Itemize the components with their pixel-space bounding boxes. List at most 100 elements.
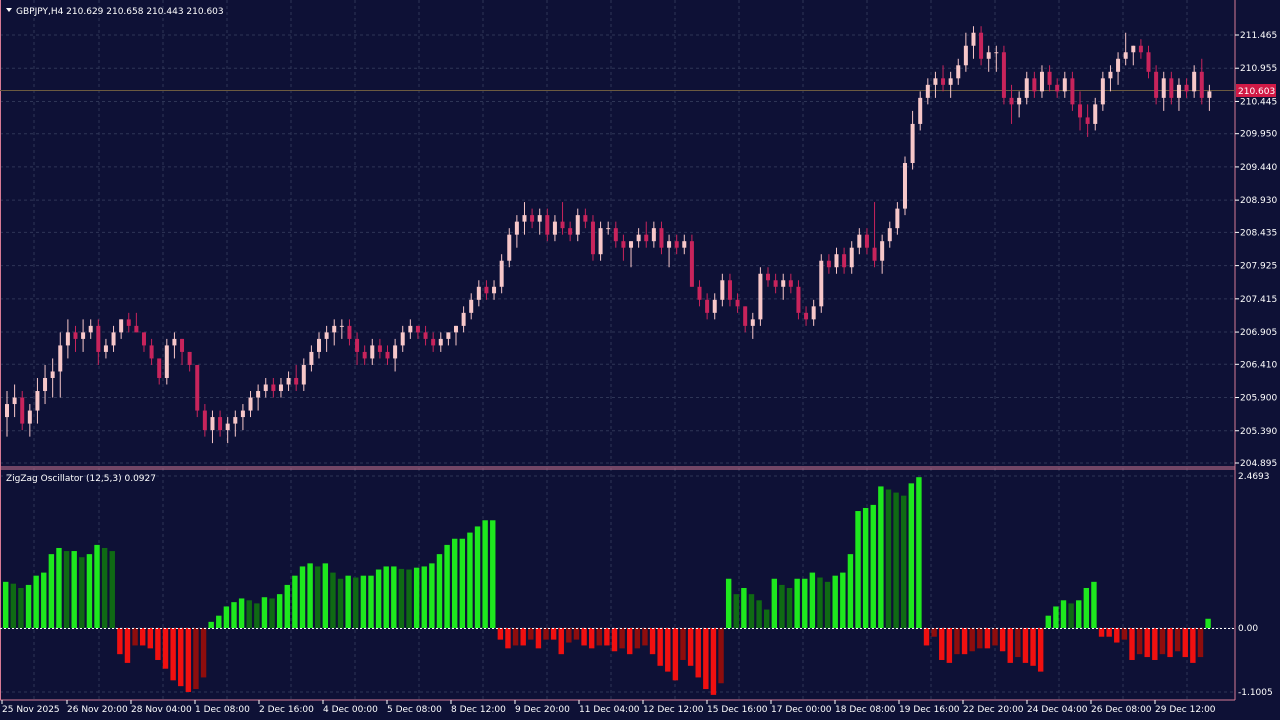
candle-body[interactable] (415, 325, 420, 333)
candle-body[interactable] (12, 397, 17, 405)
candle-body[interactable] (65, 332, 70, 346)
candle-body[interactable] (88, 325, 93, 333)
candle-body[interactable] (880, 241, 885, 261)
candle-body[interactable] (522, 215, 527, 222)
candle-body[interactable] (5, 404, 9, 418)
candle-body[interactable] (956, 65, 961, 79)
candle-body[interactable] (613, 228, 618, 242)
candle-body[interactable] (735, 299, 740, 307)
candle-body[interactable] (1062, 78, 1067, 92)
candle-body[interactable] (164, 345, 169, 378)
candle-body[interactable] (743, 306, 748, 326)
candle-body[interactable] (1108, 71, 1113, 79)
candle-body[interactable] (286, 377, 291, 385)
candle-body[interactable] (804, 312, 809, 320)
candle-body[interactable] (1039, 71, 1044, 92)
candle-body[interactable] (1055, 84, 1060, 92)
candle-body[interactable] (1032, 78, 1037, 92)
candle-body[interactable] (606, 228, 611, 230)
candle-body[interactable] (195, 364, 200, 411)
candle-body[interactable] (1078, 104, 1083, 118)
candle-body[interactable] (530, 215, 535, 222)
candle-body[interactable] (438, 338, 443, 346)
candle-body[interactable] (895, 208, 900, 229)
candle-body[interactable] (1169, 78, 1174, 98)
candle-body[interactable] (1192, 71, 1197, 92)
candle-body[interactable] (1070, 78, 1075, 105)
candle-body[interactable] (103, 345, 108, 352)
candle-body[interactable] (339, 325, 344, 327)
candle-body[interactable] (979, 32, 984, 59)
candle-body[interactable] (545, 215, 550, 235)
candle-body[interactable] (1184, 84, 1189, 92)
candle-body[interactable] (278, 384, 283, 392)
candle-body[interactable] (1047, 71, 1052, 85)
candle-body[interactable] (453, 325, 458, 333)
candle-body[interactable] (1138, 45, 1143, 53)
candle-body[interactable] (925, 84, 930, 98)
candle-body[interactable] (872, 247, 877, 261)
oscillator-histogram[interactable] (3, 477, 1211, 695)
candle-body[interactable] (301, 364, 306, 385)
candle-body[interactable] (1131, 45, 1136, 53)
candle-body[interactable] (446, 332, 451, 339)
candle-body[interactable] (309, 351, 314, 365)
candle-body[interactable] (225, 423, 230, 431)
candle-body[interactable] (81, 332, 86, 339)
time-axis[interactable]: 25 Nov 2025 26 Nov 20:00 28 Nov 04:00 1 Dec… (1, 700, 1216, 715)
candle-body[interactable] (971, 32, 976, 46)
candle-body[interactable] (96, 325, 101, 352)
candle-body[interactable] (689, 241, 694, 287)
candle-body[interactable] (35, 391, 40, 411)
candle-body[interactable] (20, 397, 25, 424)
candle-body[interactable] (141, 332, 146, 346)
candle-body[interactable] (400, 332, 405, 346)
candle-body[interactable] (202, 410, 207, 431)
candle-body[interactable] (332, 325, 337, 333)
candle-body[interactable] (180, 338, 185, 352)
candle-body[interactable] (1207, 91, 1212, 98)
candle-body[interactable] (834, 254, 839, 268)
candle-body[interactable] (644, 234, 649, 242)
candle-body[interactable] (149, 345, 154, 359)
candle-body[interactable] (58, 345, 63, 372)
candle-body[interactable] (918, 97, 923, 124)
candle-body[interactable] (1001, 52, 1006, 98)
candle-body[interactable] (1085, 117, 1090, 124)
candlestick-series[interactable] (5, 26, 1212, 444)
candle-body[interactable] (476, 286, 481, 300)
candle-body[interactable] (492, 286, 497, 294)
candle-body[interactable] (629, 241, 634, 248)
price-axis[interactable]: 211.465 210.955 210.445 209.950 209.440 208.9… (1235, 31, 1277, 469)
candle-body[interactable] (347, 325, 352, 339)
candle-body[interactable] (1116, 58, 1121, 72)
candle-body[interactable] (187, 351, 192, 365)
candle-body[interactable] (469, 299, 474, 313)
candle-body[interactable] (842, 254, 847, 268)
candle-body[interactable] (271, 384, 276, 392)
candle-body[interactable] (811, 306, 816, 320)
candle-body[interactable] (484, 286, 489, 294)
candle-body[interactable] (705, 299, 710, 313)
candle-body[interactable] (499, 260, 504, 287)
candle-body[interactable] (636, 234, 641, 242)
candle-body[interactable] (423, 332, 428, 339)
candle-body[interactable] (819, 260, 824, 307)
candle-body[interactable] (317, 338, 322, 352)
candle-body[interactable] (172, 338, 177, 346)
candle-body[interactable] (674, 241, 679, 248)
candle-body[interactable] (43, 377, 48, 392)
candle-body[interactable] (1024, 78, 1029, 98)
candle-body[interactable] (294, 377, 299, 385)
candle-body[interactable] (385, 351, 390, 359)
candle-body[interactable] (773, 280, 778, 287)
candle-body[interactable] (355, 338, 360, 352)
candle-body[interactable] (994, 52, 999, 54)
candle-body[interactable] (157, 358, 162, 378)
candle-body[interactable] (864, 234, 869, 248)
candle-body[interactable] (720, 280, 725, 300)
candle-body[interactable] (963, 45, 968, 66)
candle-body[interactable] (1009, 97, 1014, 105)
candle-body[interactable] (514, 221, 519, 235)
candle-body[interactable] (621, 241, 626, 248)
